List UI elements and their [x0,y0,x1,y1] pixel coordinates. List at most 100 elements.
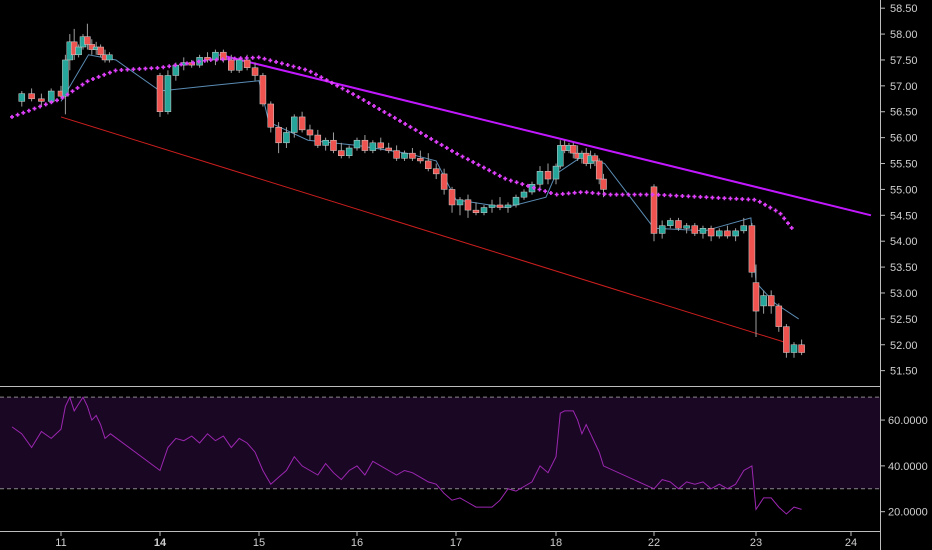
candle-down [600,178,607,190]
candle-down [675,220,682,229]
time-tick-label: 14 [154,537,167,549]
sma-marker [220,57,225,62]
sma-marker [710,195,715,200]
candle-down [330,139,337,151]
sma-marker [256,55,261,60]
sma-marker [335,83,340,88]
sma-marker [543,189,548,194]
sma-marker [398,118,402,123]
candle-up [291,116,298,133]
candle-down [97,46,104,56]
candle-down [298,116,306,131]
sma-marker [722,196,727,201]
time-tick-label: 24 [845,537,857,549]
sma-marker [10,114,14,119]
sma-marker [329,80,334,85]
sma-marker [526,183,530,188]
candle-down [496,204,504,208]
upper-trendline[interactable] [219,53,872,217]
oscillator-axis[interactable]: 60.0000 40.0000 20.0000 [880,415,928,519]
sma-marker [173,63,178,68]
sma-marker [746,197,751,202]
sma-marker [155,65,160,70]
candle-up [18,93,26,102]
sma-marker [481,165,486,170]
candle-up [401,152,408,159]
candle-up [456,199,464,206]
time-tick-label: 22 [648,537,660,549]
time-tick-label: 11 [55,537,66,549]
sma-marker [179,62,184,67]
candle-down [432,168,440,175]
price-tick-label: 57.50 [890,55,918,67]
lower-trendline[interactable] [60,116,785,343]
sma-marker [65,92,70,97]
thin-ma-line [60,54,799,320]
sma-marker [620,192,625,197]
price-tick-label: 52.50 [890,314,918,326]
sma-marker [602,192,607,197]
sma-marker [728,196,733,201]
candle-up [47,90,55,102]
sma-marker [351,92,356,97]
candle-down [724,230,731,237]
sma-marker [262,56,267,61]
time-axis[interactable]: 11 14 15 16 17 18 22 23 24 [55,531,857,549]
price-tick-label: 53.50 [890,262,918,274]
candle-up [683,225,690,229]
sma-marker [578,190,583,195]
sma-marker [626,192,631,197]
price-axis[interactable]: 58.50 58.00 57.50 57.00 56.50 56.00 55.50 55.00… [880,3,918,378]
sma-marker [137,66,142,71]
sma-marker [285,63,290,67]
candle-up [552,165,560,180]
time-tick-label: 17 [450,537,462,549]
sma-marker [782,216,787,221]
sma-marker [444,145,449,150]
candle-down [448,189,456,206]
sma-marker [366,101,371,105]
sma-marker [465,157,470,162]
sma-marker [250,55,255,60]
sma-marker [392,115,397,120]
sma-marker [268,58,273,63]
sma-marker [424,133,428,138]
price-tick-label: 56.50 [890,107,918,119]
sma-marker [487,168,492,173]
candle-down [570,145,577,154]
sma-marker [143,66,148,71]
sma-marker [75,85,80,90]
candle-down [275,127,282,144]
sma-marker [686,194,691,199]
candle-up [322,139,329,146]
sma-marker [698,194,703,199]
sma-marker [716,195,721,200]
sma-marker [439,142,444,147]
candle-down [464,199,472,211]
sma-marker [291,64,296,69]
sma-marker [520,182,525,187]
sma-marker [308,69,313,74]
candle-down [748,225,756,273]
oscillator-panel [0,395,880,515]
price-tick-label: 52.00 [890,340,918,352]
sma-marker [572,190,577,195]
sma-marker [740,197,745,202]
candle-down [595,160,603,180]
candle-down [338,150,345,157]
sma-marker [361,98,366,102]
price-tick-label: 58.00 [890,29,918,41]
sma-marker [15,112,20,117]
sma-marker [566,191,571,196]
candle-down [691,225,699,234]
sma-marker [226,57,231,61]
candle-up [536,171,544,185]
sma-marker [560,191,565,196]
candle-up [699,227,707,234]
candle-up [512,196,520,206]
sma-marker [789,225,794,230]
sma-marker [91,77,95,81]
candle-down [156,75,164,112]
time-tick-label: 18 [550,537,562,549]
